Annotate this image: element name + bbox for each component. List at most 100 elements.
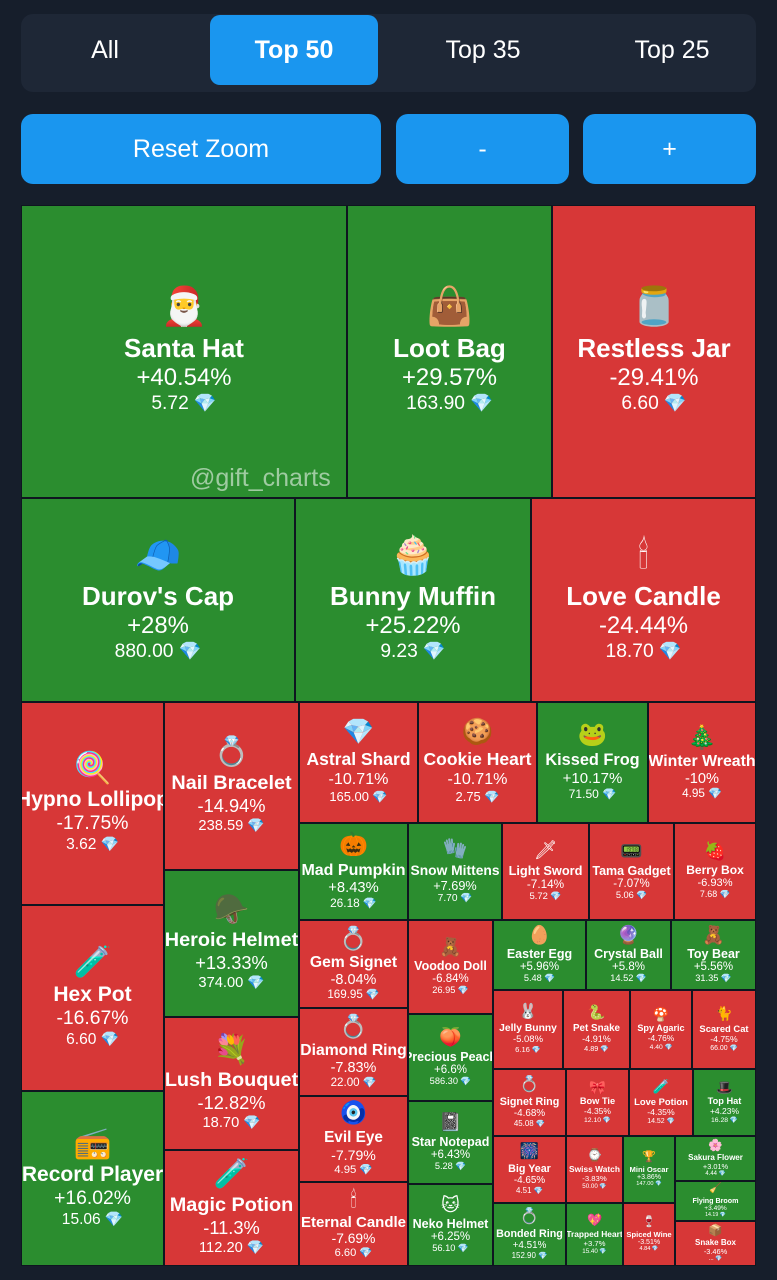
gift-name: Mini Oscar [629,1165,669,1174]
gift-tile-crystal-ball[interactable]: 🔮 Crystal Ball +5.8% 14.52 💎 [586,920,671,990]
gift-tile-star-notepad[interactable]: 📓 Star Notepad +6.43% 5.28 💎 [408,1101,493,1184]
gift-tile-astral-shard[interactable]: 💎 Astral Shard -10.71% 165.00 💎 [299,702,418,823]
gift-tile-mini-oscar[interactable]: 🏆 Mini Oscar +3.86% 147.00 💎 [623,1136,675,1203]
gift-tile-bunny-muffin[interactable]: 🧁 Bunny Muffin +25.22% 9.23 💎 [295,498,531,702]
gift-change: -24.44% [598,612,689,640]
zoom-out-button[interactable]: - [396,114,569,184]
diamond-icon: 💎 [362,988,380,1001]
gift-tile-sakura-flower[interactable]: 🌸 Sakura Flower +3.01% 4.44 💎 [675,1136,756,1181]
neko-helmet-icon: 🐱 [441,1194,460,1215]
gift-change: -3.46% [703,1247,728,1257]
tab-all[interactable]: All [91,35,119,64]
gift-tile-hex-pot[interactable]: 🧪 Hex Pot -16.67% 6.60 💎 [21,905,164,1091]
gift-price-row: 165.00 💎 [329,789,387,805]
gift-tile-heroic-helmet[interactable]: 🪖 Heroic Helmet +13.33% 374.00 💎 [164,870,299,1017]
gift-tile-eternal-candle[interactable]: 🕯 Eternal Candle -7.69% 6.60 💎 [299,1182,408,1266]
gift-price-row: 4.44 💎 [705,1171,725,1177]
gift-price-row: 7.68 💎 [700,889,730,900]
gift-price-row: 6.60 💎 [335,1246,373,1259]
gift-tile-big-year[interactable]: 🎆 Big Year -4.65% 4.51 💎 [493,1136,566,1203]
gift-price-row: 18.70 💎 [606,640,682,663]
gift-tile-record-player[interactable]: 📻 Record Player +16.02% 15.06 💎 [21,1091,164,1266]
tab-top-35[interactable]: Top 35 [445,35,521,64]
gift-tile-jelly-bunny[interactable]: 🐰 Jelly Bunny -5.08% 6.16 💎 [493,990,563,1069]
gift-tile-voodoo-doll[interactable]: 🧸 Voodoo Doll -6.84% 26.95 💎 [408,920,493,1014]
swiss-watch-icon: ⌚ [586,1148,603,1163]
gift-tile-bow-tie[interactable]: 🎀 Bow Tie -4.35% 12.10 💎 [566,1069,629,1136]
gift-tile-cookie-heart[interactable]: 🍪 Cookie Heart -10.71% 2.75 💎 [418,702,537,823]
gift-name: Signet Ring [499,1095,560,1108]
gift-tile-mad-pumpkin[interactable]: 🎃 Mad Pumpkin +8.43% 26.18 💎 [299,823,408,920]
diamond-icon: 💎 [239,1114,261,1131]
gift-tile-magic-potion[interactable]: 🧪 Magic Potion -11.3% 112.20 💎 [164,1150,299,1266]
gift-tile-toy-bear[interactable]: 🧸 Toy Bear +5.56% 31.35 💎 [671,920,756,990]
gift-name: Berry Box [686,863,744,878]
gift-price: 14.19 [705,1211,719,1218]
gift-price-row: 4.40 💎 [650,1043,673,1051]
gift-tile-trapped-heart[interactable]: 💖 Trapped Heart +3.7% 15.40 💎 [566,1203,623,1266]
gift-tile-neko-helmet[interactable]: 🐱 Neko Helmet +6.25% 56.10 💎 [408,1184,493,1266]
diamond-icon: 💎 [96,837,119,854]
gift-tile-spiced-wine[interactable]: 🍷 Spiced Wine -3.51% 4.84 💎 [623,1203,675,1266]
diamond-icon: 💎 [541,973,556,984]
gift-tile-swiss-watch[interactable]: ⌚ Swiss Watch -3.83% 50.00 💎 [566,1136,623,1203]
gift-tile-snake-box[interactable]: 📦 Snake Box -3.46%... 💎 [675,1221,756,1266]
gift-tile-berry-box[interactable]: 🍓 Berry Box -6.93% 7.68 💎 [674,823,756,920]
gift-price: 66.00 [710,1044,728,1052]
gift-tile-santa-hat[interactable]: 🎅 Santa Hat +40.54% 5.72 💎 [21,205,347,498]
diamond-icon: 💎 [359,1076,377,1089]
gift-tile-love-potion[interactable]: 🧪 Love Potion -4.35% 14.52 💎 [629,1069,693,1136]
gift-tile-durov-s-cap[interactable]: 🧢 Durov's Cap +28% 880.00 💎 [21,498,295,702]
gift-tile-restless-jar[interactable]: 🫙 Restless Jar -29.41% 6.60 💎 [552,205,756,498]
gift-tile-gem-signet[interactable]: 💍 Gem Signet -8.04% 169.95 💎 [299,920,408,1008]
gift-tile-love-candle[interactable]: 🕯 Love Candle -24.44% 18.70 💎 [531,498,756,702]
gift-tile-snow-mittens[interactable]: 🧤 Snow Mittens +7.69% 7.70 💎 [408,823,502,920]
diamond-icon: 💎 [465,391,493,413]
gift-tile-signet-ring[interactable]: 💍 Signet Ring -4.68% 45.08 💎 [493,1069,566,1136]
gift-tile-easter-egg[interactable]: 🥚 Easter Egg +5.96% 5.48 💎 [493,920,586,990]
gift-price: 7.70 [437,893,458,905]
diamond-icon: 💎 [359,897,377,910]
gift-tile-lush-bouquet[interactable]: 💐 Lush Bouquet -12.82% 18.70 💎 [164,1017,299,1150]
zoom-in-button[interactable]: + [583,114,756,184]
gift-change: -17.75% [56,812,129,835]
gift-tile-precious-peach[interactable]: 🍑 Precious Peach +6.6% 586.30 💎 [408,1014,493,1101]
gift-tile-hypno-lollipop[interactable]: 🍭 Hypno Lollipop -17.75% 3.62 💎 [21,702,164,905]
restless-jar-icon: 🫙 [630,285,678,328]
tab-top-50[interactable]: Top 50 [210,15,378,85]
gift-name: Hypno Lollipop [21,788,164,812]
gift-tile-loot-bag[interactable]: 👜 Loot Bag +29.57% 163.90 💎 [347,205,552,498]
gift-tile-spy-agaric[interactable]: 🍄 Spy Agaric -4.76% 4.40 💎 [630,990,692,1069]
tab-top-25[interactable]: Top 25 [634,35,710,64]
gift-tile-pet-snake[interactable]: 🐍 Pet Snake -4.91% 4.89 💎 [563,990,630,1069]
diamond-icon: 💎 [455,985,469,996]
gift-tile-tama-gadget[interactable]: 📟 Tama Gadget -7.07% 5.06 💎 [589,823,674,920]
diamond-icon: 💎 [531,1185,543,1195]
gift-tile-bonded-ring[interactable]: 💍 Bonded Ring +4.51% 152.90 💎 [493,1203,566,1266]
reset-zoom-button[interactable]: Reset Zoom [21,114,381,184]
gift-name: Loot Bag [393,332,506,363]
toy-bear-icon: 🧸 [702,924,725,945]
gift-tile-top-hat[interactable]: 🎩 Top Hat +4.23% 16.28 💎 [693,1069,756,1136]
diamond-icon: 💎 [727,1044,738,1052]
gift-tile-winter-wreath[interactable]: 🎄 Winter Wreath -10% 4.95 💎 [648,702,756,823]
gift-price: 4.95 [682,786,705,800]
gift-tile-scared-cat[interactable]: 🐈 Scared Cat -4.75% 66.00 💎 [692,990,756,1069]
gift-change: +13.33% [195,952,268,974]
gift-price-row: 5.72 💎 [151,392,216,415]
gift-price: 5.06 [615,889,634,900]
gift-name: Crystal Ball [594,947,663,962]
diamond-icon: 💎 [480,790,500,805]
gift-tile-diamond-ring[interactable]: 💍 Diamond Ring -7.83% 22.00 💎 [299,1008,408,1096]
gift-price-row: ... 💎 [709,1256,723,1262]
gift-change: -4.91% [582,1033,611,1044]
gift-tile-flying-broom[interactable]: 🧹 Flying Broom +3.49% 14.19 💎 [675,1181,756,1221]
gift-tile-evil-eye[interactable]: 🧿 Evil Eye -7.79% 4.95 💎 [299,1096,408,1182]
gift-name: Nail Bracelet [171,771,292,794]
gift-price-row: 147.00 💎 [636,1181,661,1187]
gift-tile-nail-bracelet[interactable]: 💍 Nail Bracelet -14.94% 238.59 💎 [164,702,299,870]
gift-tile-light-sword[interactable]: 🗡 Light Sword -7.14% 5.72 💎 [502,823,589,920]
gift-price-row: 4.51 💎 [516,1186,543,1195]
gift-change: +29.57% [401,363,498,391]
gift-tile-kissed-frog[interactable]: 🐸 Kissed Frog +10.17% 71.50 💎 [537,702,648,823]
